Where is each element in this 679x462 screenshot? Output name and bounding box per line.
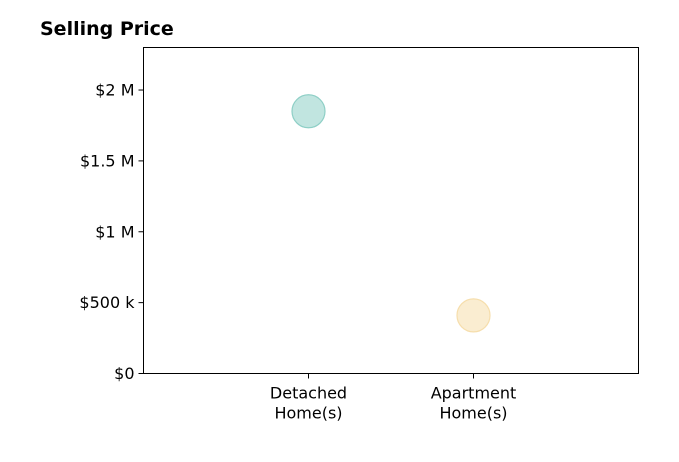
data-point [456,298,491,333]
y-tick-label: $0 [114,364,134,383]
x-tick-label-line: Home(s) [274,404,342,423]
x-tick-label: Detached Home(s) [270,384,347,423]
chart-title: Selling Price [40,18,174,40]
y-tick-label: $2 M [95,81,134,100]
plot-area-frame [143,47,639,374]
x-tick-label: Apartment Home(s) [431,384,517,423]
data-points [291,94,491,333]
x-tick-label-line: Detached [270,384,347,403]
x-tick-label-line: Home(s) [439,404,507,423]
data-point [291,94,326,129]
y-tick-label: $1 M [95,222,134,241]
x-axis: Detached Home(s)Apartment Home(s) [270,373,517,423]
y-tick-label: $500 k [79,293,135,312]
y-axis: $0 $500 k $1 M $1.5 M $2 M [79,81,144,383]
y-tick-label: $1.5 M [80,151,135,170]
x-tick-label-line: Apartment [431,384,517,403]
